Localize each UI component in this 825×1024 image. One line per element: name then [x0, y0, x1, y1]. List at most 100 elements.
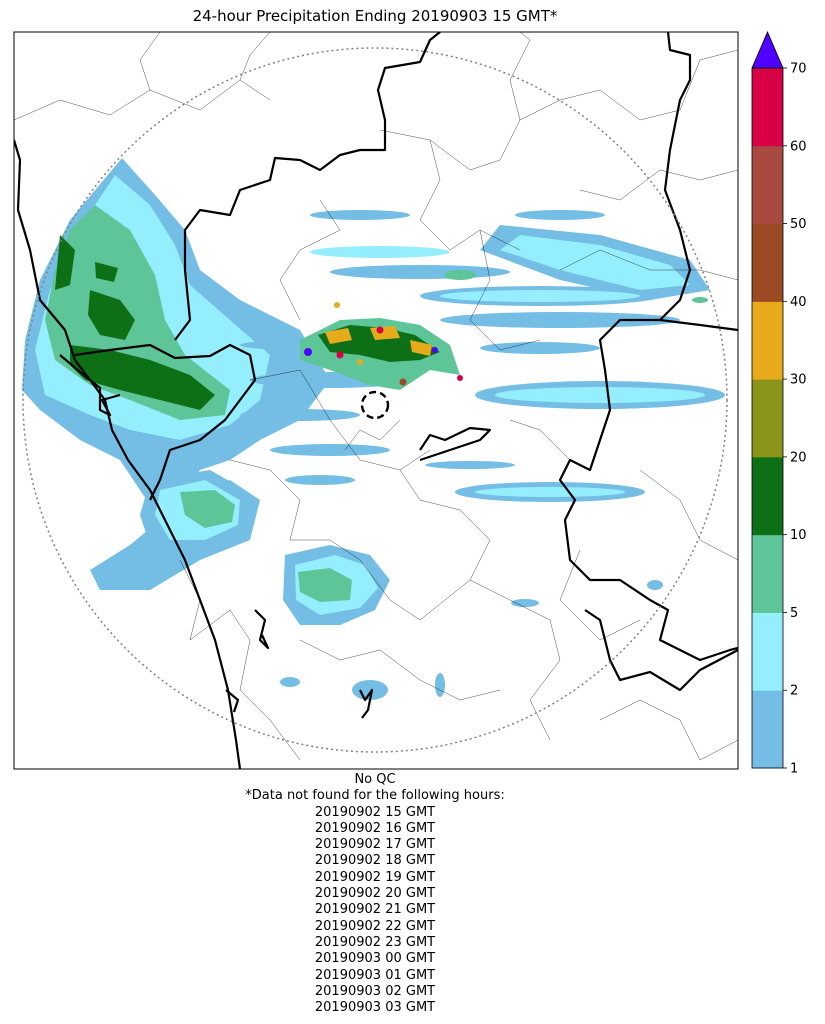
district-boundary — [344, 419, 401, 451]
district-boundary — [509, 32, 531, 121]
state-boundary — [174, 32, 441, 341]
convective-core — [457, 375, 463, 381]
missing-hour: 20190902 19 GMT — [314, 869, 436, 885]
missing-hour: 20190903 02 GMT — [314, 983, 436, 999]
colorbar-segment — [752, 534, 783, 613]
colorbar-tick-label: 60 — [790, 139, 807, 154]
precip-streak — [444, 270, 476, 280]
precip-streak — [270, 444, 390, 456]
district-boundary — [299, 639, 501, 701]
convective-core — [399, 378, 407, 386]
notes-block: No QC *Data not found for the following … — [0, 772, 750, 1016]
district-boundary — [469, 229, 541, 351]
district-boundary — [249, 369, 431, 471]
missing-hour: 20190902 20 GMT — [314, 886, 436, 902]
colorbar-tick-label: 20 — [790, 450, 807, 465]
colorbar-segment — [752, 690, 783, 769]
convective-core — [336, 351, 344, 359]
colorbar-segment — [752, 145, 783, 225]
missing-hour: 20190902 18 GMT — [314, 853, 436, 869]
state-boundary — [584, 609, 738, 692]
district-boundary — [419, 139, 521, 251]
precip-streak — [352, 680, 388, 700]
precip-streak — [310, 210, 410, 220]
precip-streak — [280, 677, 300, 687]
convective-core — [432, 347, 438, 353]
convective-core — [376, 326, 384, 334]
missing-hour: 20190902 21 GMT — [314, 902, 436, 918]
state-boundary — [59, 354, 121, 417]
precip-streak — [285, 475, 355, 485]
district-boundary — [399, 469, 491, 581]
colorbar-segment — [752, 223, 783, 302]
district-boundary — [559, 549, 641, 641]
missing-hour: 20190903 03 GMT — [314, 1000, 436, 1016]
district-boundary — [279, 199, 341, 321]
district-boundary — [139, 32, 161, 91]
district-boundary — [329, 539, 471, 621]
district-boundary — [469, 579, 561, 741]
colorbar-tick-label: 2 — [790, 684, 798, 699]
district-boundaries — [14, 32, 738, 761]
convective-cell — [325, 328, 352, 344]
district-boundary — [639, 469, 738, 561]
colorbar-tick-label: 30 — [790, 373, 807, 388]
colorbar-tick-label: 50 — [790, 217, 807, 232]
colorbar-tick-label: 10 — [790, 528, 807, 543]
precip-streak — [440, 290, 640, 302]
missing-hour: 20190903 01 GMT — [314, 967, 436, 983]
missing-hour: 20190903 00 GMT — [314, 951, 436, 967]
missing-data-header: *Data not found for the following hours: — [245, 788, 505, 804]
precip-streak — [480, 342, 600, 354]
radar-site-marker — [360, 390, 390, 420]
precip-streak — [440, 312, 680, 328]
map-title: 24-hour Precipitation Ending 20190903 15… — [192, 7, 558, 25]
precip-streak — [475, 487, 625, 497]
precip-area-mid-green — [298, 568, 352, 602]
colorbar-segment — [752, 301, 783, 380]
missing-hour: 20190902 15 GMT — [314, 804, 436, 820]
precip-streak — [240, 409, 360, 421]
colorbar-segment — [752, 379, 783, 458]
convective-core — [334, 302, 340, 308]
district-boundary — [599, 49, 738, 121]
qc-note: No QC — [354, 772, 396, 787]
convective-core — [304, 348, 312, 356]
state-boundary — [74, 343, 257, 501]
missing-hour: 20190902 16 GMT — [314, 820, 436, 836]
precip-streak — [310, 246, 450, 258]
state-boundary — [558, 32, 738, 662]
precip-streak — [511, 599, 539, 607]
precipitation-map — [13, 31, 739, 770]
missing-hour: 20190902 23 GMT — [314, 934, 436, 950]
colorbar-segment — [752, 612, 783, 691]
precip-area-dark-green — [55, 235, 75, 290]
district-boundary — [599, 699, 738, 761]
missing-hour: 20190902 17 GMT — [314, 837, 436, 853]
state-boundary — [419, 426, 492, 462]
state-boundary — [254, 609, 270, 650]
missing-hour: 20190902 22 GMT — [314, 918, 436, 934]
precip-area-mid-green — [180, 490, 235, 528]
district-boundary — [509, 419, 571, 461]
state-boundaries — [14, 32, 738, 769]
state-boundary — [359, 688, 374, 719]
precip-streak — [515, 210, 605, 220]
precip-area-dark-green — [88, 290, 135, 340]
colorbar-segment — [752, 68, 783, 147]
colorbar-tick-label: 1 — [790, 762, 798, 777]
colorbar-extend-triangle — [751, 30, 784, 69]
district-boundary — [239, 32, 271, 81]
colorbar-frame — [751, 67, 784, 769]
convective-cell — [410, 340, 432, 356]
district-boundary — [229, 459, 330, 541]
precip-streaks — [240, 210, 725, 700]
precip-streak — [495, 387, 705, 403]
colorbar-tick-label: 70 — [790, 62, 807, 77]
convective-core — [357, 359, 363, 365]
convective-cluster — [300, 302, 463, 390]
precip-streak — [500, 235, 690, 290]
colorbar-segment — [752, 456, 783, 536]
colorbar-tick-label: 40 — [790, 295, 807, 310]
precip-streak — [425, 461, 515, 469]
